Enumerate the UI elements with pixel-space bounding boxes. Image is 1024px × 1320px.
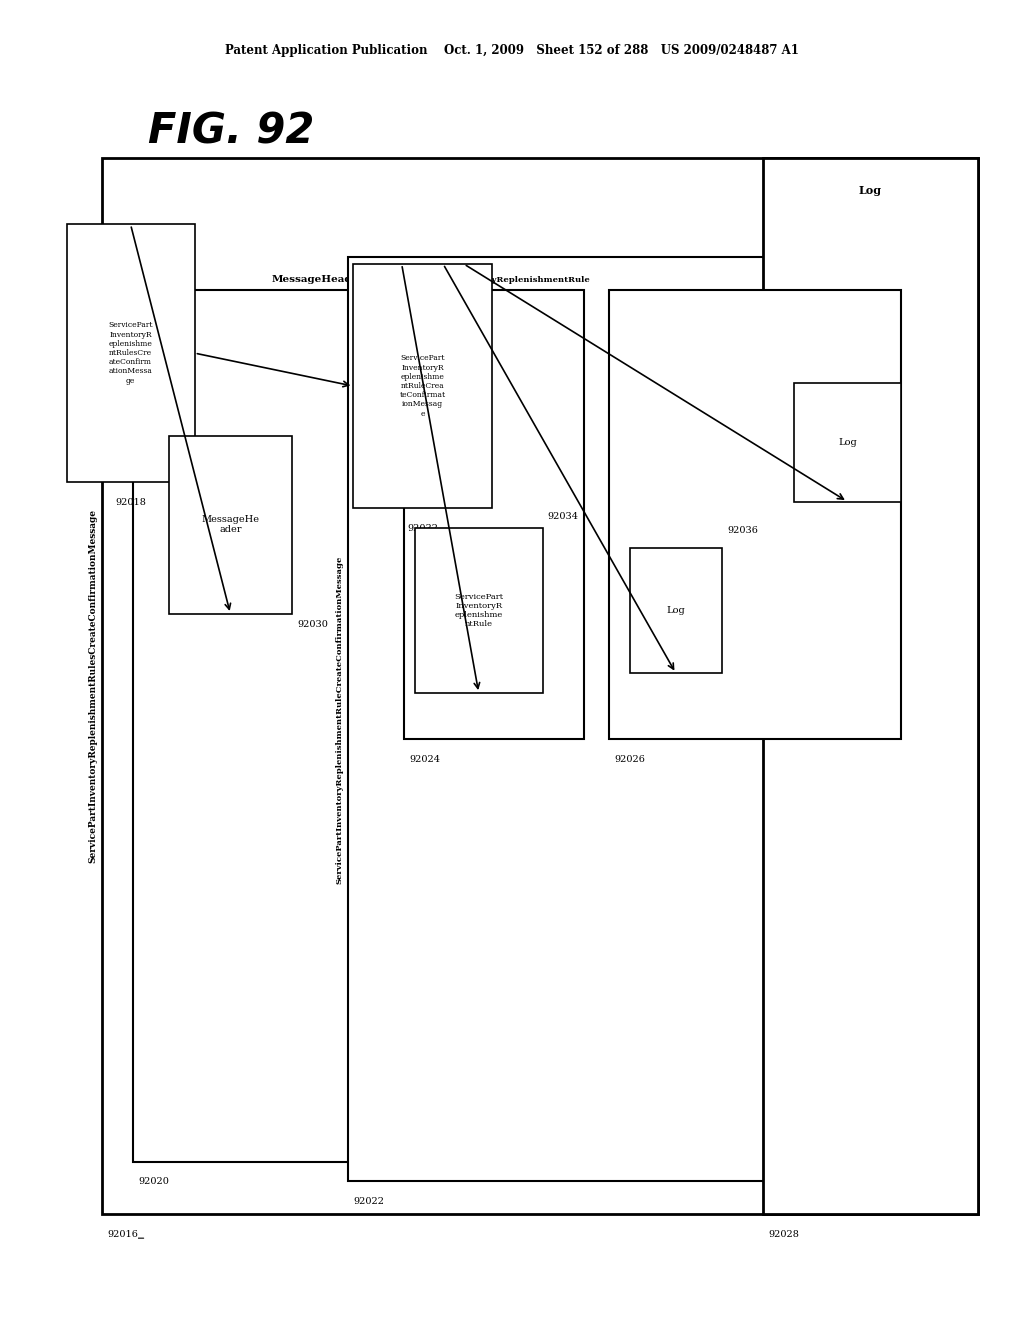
Text: ServicePart
InventoryR
eplenishme
ntRule: ServicePart InventoryR eplenishme ntRule: [455, 593, 503, 628]
Bar: [133, 290, 502, 1162]
Text: ServicePartInventoryReplenishmentRulesCreateConfirmationMessage: ServicePartInventoryReplenishmentRulesCr…: [88, 510, 97, 863]
Bar: [169, 436, 292, 614]
Text: 92026: 92026: [614, 755, 645, 764]
Text: 92032: 92032: [407, 524, 438, 533]
Text: 92018: 92018: [115, 498, 146, 507]
Text: 92020: 92020: [138, 1177, 169, 1187]
Bar: [415, 528, 543, 693]
Text: Log: Log: [859, 185, 882, 195]
Text: Log: Log: [838, 438, 857, 446]
Text: ServicePart
InventoryR
eplenishme
ntRulesCre
ateConfirm
ationMessa
ge: ServicePart InventoryR eplenishme ntRule…: [109, 322, 153, 384]
Text: ServicePartInventoryReplenishmentRuleCreateConfirmationMessage: ServicePartInventoryReplenishmentRuleCre…: [335, 556, 343, 883]
Text: 92028: 92028: [768, 1230, 799, 1239]
Text: ServicePart
InventoryR
eplenishme
ntRuleCrea
teConfirmat
ionMessag
e: ServicePart InventoryR eplenishme ntRule…: [399, 355, 445, 417]
Bar: [348, 257, 937, 1181]
Bar: [67, 224, 195, 482]
Text: 92016: 92016: [108, 1230, 138, 1239]
Text: 92036: 92036: [727, 525, 758, 535]
Bar: [794, 383, 901, 502]
Text: 92034: 92034: [548, 512, 579, 521]
Text: ServicePartInventoryReplenishmentRule: ServicePartInventoryReplenishmentRule: [397, 276, 591, 284]
Text: Log: Log: [743, 317, 767, 327]
Text: MessageHe
ader: MessageHe ader: [202, 515, 259, 535]
Bar: [763, 158, 978, 1214]
Bar: [353, 264, 492, 508]
Bar: [630, 548, 722, 673]
Text: 92024: 92024: [410, 755, 440, 764]
Text: Log: Log: [667, 606, 685, 615]
Bar: [102, 158, 978, 1214]
Text: Patent Application Publication    Oct. 1, 2009   Sheet 152 of 288   US 2009/0248: Patent Application Publication Oct. 1, 2…: [225, 44, 799, 57]
Bar: [609, 290, 901, 739]
Text: FIG. 92: FIG. 92: [148, 111, 314, 153]
Text: 92030: 92030: [297, 620, 328, 630]
Bar: [404, 290, 584, 739]
Text: MessageHeader: MessageHeader: [271, 275, 364, 284]
Text: 92022: 92022: [353, 1197, 384, 1206]
